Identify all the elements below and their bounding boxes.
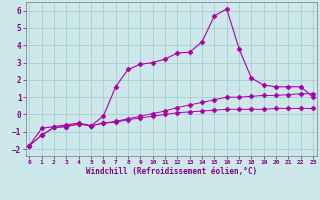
X-axis label: Windchill (Refroidissement éolien,°C): Windchill (Refroidissement éolien,°C) bbox=[86, 167, 257, 176]
